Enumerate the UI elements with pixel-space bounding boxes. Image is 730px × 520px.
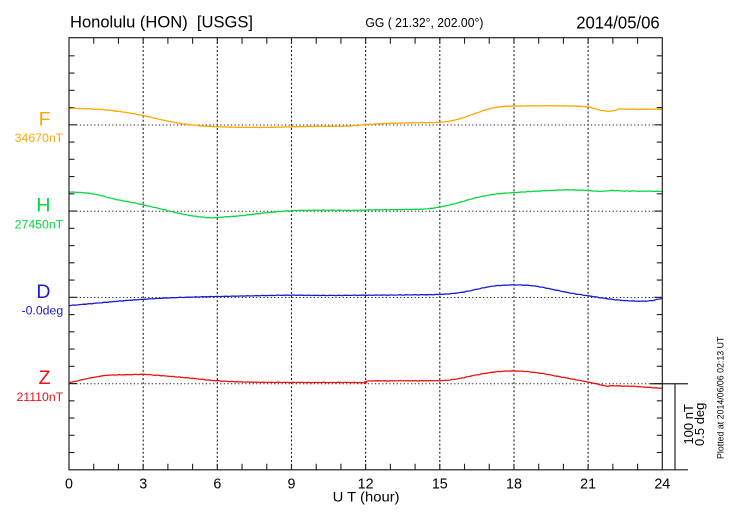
svg-text:F: F: [39, 108, 51, 130]
svg-text:6: 6: [213, 476, 221, 492]
svg-text:21110nT: 21110nT: [16, 390, 63, 404]
svg-text:9: 9: [288, 476, 296, 492]
svg-text:H: H: [36, 195, 50, 217]
svg-text:12: 12: [358, 476, 374, 492]
svg-text:D: D: [36, 281, 50, 303]
svg-text:0.5 deg: 0.5 deg: [692, 403, 707, 446]
svg-text:15: 15: [432, 476, 448, 492]
svg-text:Z: Z: [39, 367, 51, 389]
svg-text:34670nT: 34670nT: [15, 131, 64, 145]
svg-text:Plotted at 2014/06/06 02:13 UT: Plotted at 2014/06/06 02:13 UT: [716, 336, 726, 459]
svg-text:100 nT: 100 nT: [681, 404, 696, 445]
svg-text:Honolulu (HON) [USGS]: Honolulu (HON) [USGS]: [70, 14, 253, 32]
svg-text:21: 21: [580, 476, 596, 492]
svg-text:18: 18: [506, 476, 522, 492]
svg-text:-0.0deg: -0.0deg: [21, 304, 63, 318]
svg-text:U T (hour): U T (hour): [333, 489, 400, 505]
svg-text:GG ( 21.32°, 202.00°): GG ( 21.32°, 202.00°): [365, 15, 483, 30]
svg-text:0: 0: [65, 476, 73, 492]
svg-text:3: 3: [139, 476, 147, 492]
svg-text:24: 24: [654, 476, 670, 492]
svg-text:27450nT: 27450nT: [15, 217, 64, 231]
svg-text:2014/05/06: 2014/05/06: [576, 13, 660, 33]
